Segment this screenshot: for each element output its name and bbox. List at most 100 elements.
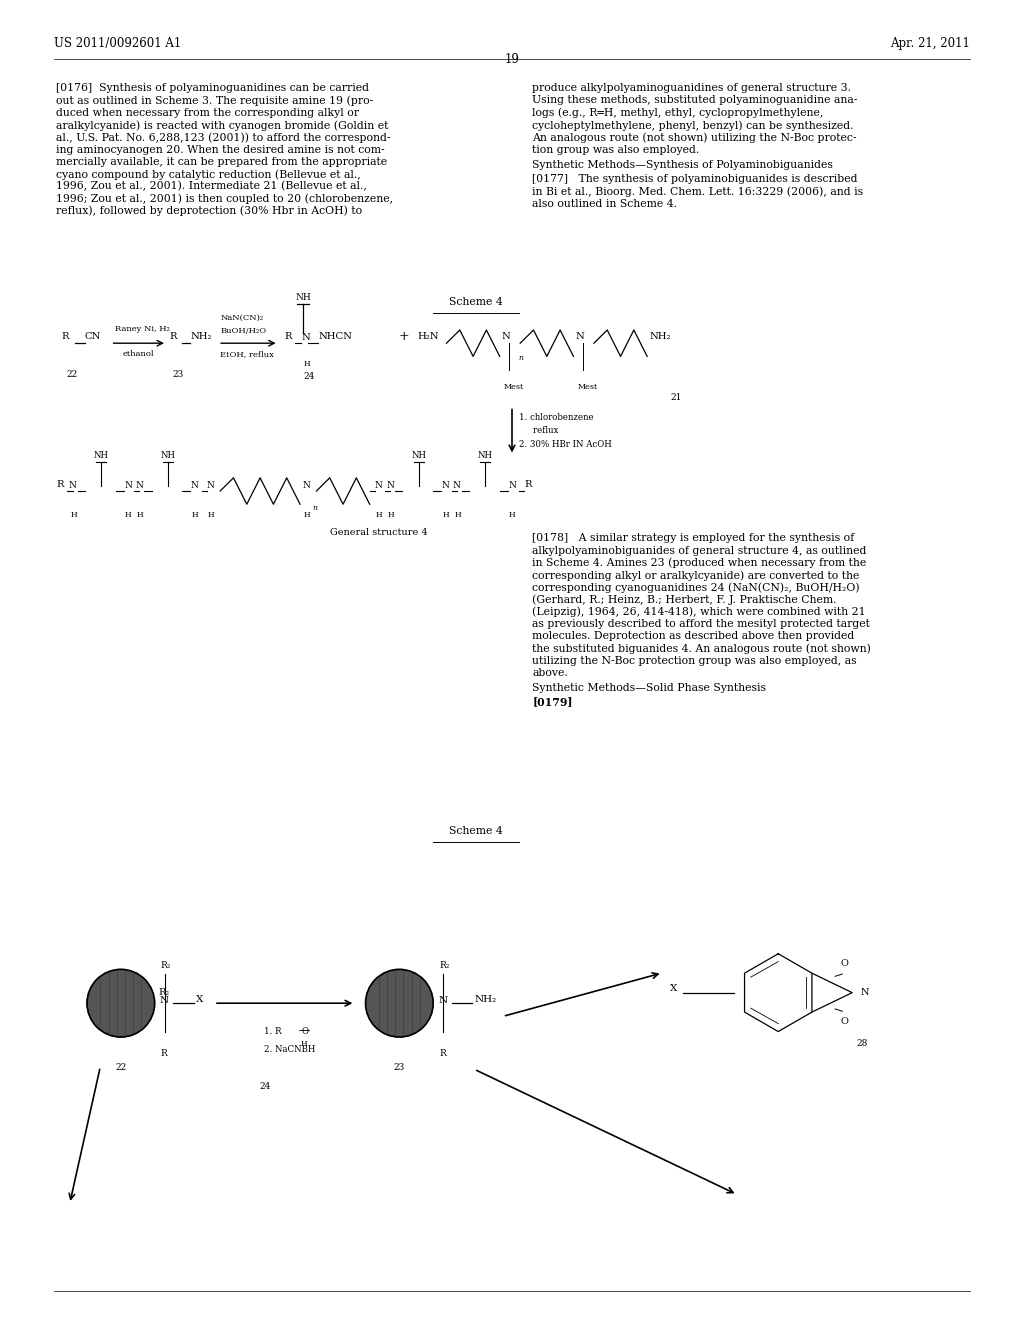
Ellipse shape [87,969,155,1038]
Text: X: X [196,995,203,1003]
Text: reflux), followed by deprotection (30% Hbr in AcOH) to: reflux), followed by deprotection (30% H… [56,206,362,216]
Text: alkylpolyaminobiguanides of general structure 4, as outlined: alkylpolyaminobiguanides of general stru… [532,545,867,556]
Text: H₂N: H₂N [418,333,439,341]
Text: 1. R: 1. R [264,1027,282,1036]
Text: O: O [841,958,848,968]
Text: 23: 23 [394,1063,404,1072]
Text: An analogous route (not shown) utilizing the N-Boc protec-: An analogous route (not shown) utilizing… [532,132,857,143]
Text: Using these methods, substituted polyaminoguanidine ana-: Using these methods, substituted polyami… [532,95,858,106]
Text: N: N [190,482,199,490]
Text: Scheme 4: Scheme 4 [450,826,503,837]
Text: H: H [303,511,309,519]
Text: also outlined in Scheme 4.: also outlined in Scheme 4. [532,198,678,209]
Text: (Leipzig), 1964, 26, 414-418), which were combined with 21: (Leipzig), 1964, 26, 414-418), which wer… [532,607,866,618]
Text: Synthetic Methods—Solid Phase Synthesis: Synthetic Methods—Solid Phase Synthesis [532,682,767,693]
Text: Mest: Mest [504,383,524,391]
Text: 1996, Zou et al., 2001). Intermediate 21 (Bellevue et al.,: 1996, Zou et al., 2001). Intermediate 21… [56,181,368,191]
Text: R: R [56,480,63,488]
Text: n: n [518,354,523,362]
Text: 1996; Zou et al., 2001) is then coupled to 20 (chlorobenzene,: 1996; Zou et al., 2001) is then coupled … [56,194,393,205]
Text: (Gerhard, R.; Heinz, B.; Herbert, F. J. Praktische Chem.: (Gerhard, R.; Heinz, B.; Herbert, F. J. … [532,594,837,606]
Text: N: N [453,482,461,490]
Text: R: R [161,1049,168,1059]
Text: 24: 24 [303,372,314,381]
Text: H: H [388,511,394,519]
Text: X: X [670,985,677,993]
Text: 22: 22 [67,370,78,379]
Ellipse shape [366,969,433,1038]
Text: NH: NH [295,293,311,302]
Text: H: H [71,511,77,519]
Text: H: H [125,511,131,519]
Text: 21: 21 [670,393,682,403]
Text: N: N [302,482,310,490]
Text: 23: 23 [172,370,183,379]
Text: N: N [301,334,310,342]
Text: duced when necessary from the corresponding alkyl or: duced when necessary from the correspond… [56,108,359,117]
Text: H: H [137,511,143,519]
Text: 22: 22 [116,1063,126,1072]
Text: utilizing the N-Boc protection group was also employed, as: utilizing the N-Boc protection group was… [532,656,857,667]
Text: BuOH/H₂O: BuOH/H₂O [220,327,266,335]
Text: N: N [502,333,511,341]
Text: R: R [439,1049,446,1059]
Text: ing aminocyanogen 20. When the desired amine is not com-: ing aminocyanogen 20. When the desired a… [56,144,385,154]
Text: NaN(CN)₂: NaN(CN)₂ [220,314,263,322]
Text: General structure 4: General structure 4 [330,528,428,537]
Text: ethanol: ethanol [123,350,155,358]
Text: N: N [438,997,447,1005]
Text: H: H [208,511,214,519]
Text: produce alkylpolyaminoguanidines of general structure 3.: produce alkylpolyaminoguanidines of gene… [532,83,852,94]
Text: N: N [124,482,132,490]
Text: N: N [508,482,516,490]
Text: in Scheme 4. Amines 23 (produced when necessary from the: in Scheme 4. Amines 23 (produced when ne… [532,558,866,569]
Text: R: R [524,480,531,488]
Text: N: N [386,482,394,490]
Text: N: N [207,482,215,490]
Text: NH₂: NH₂ [474,995,497,1003]
Text: N: N [375,482,383,490]
Text: cyano compound by catalytic reduction (Bellevue et al.,: cyano compound by catalytic reduction (B… [56,169,361,180]
Text: R₂: R₂ [161,961,171,970]
Text: +: + [398,330,409,343]
Text: 19: 19 [505,53,519,66]
Text: logs (e.g., R═H, methyl, ethyl, cyclopropylmethylene,: logs (e.g., R═H, methyl, ethyl, cyclopro… [532,108,824,119]
Text: Mest: Mest [578,383,598,391]
Text: 2. NaCNBH: 2. NaCNBH [264,1045,315,1055]
Text: N: N [575,333,585,341]
Text: 2. 30% HBr IN AcOH: 2. 30% HBr IN AcOH [519,440,612,449]
Text: as previously described to afford the mesityl protected target: as previously described to afford the me… [532,619,870,630]
Text: tion group was also employed.: tion group was also employed. [532,144,699,154]
Text: H: H [509,511,515,519]
Text: 1. chlorobenzene: 1. chlorobenzene [519,413,594,422]
Text: [0176]  Synthesis of polyaminoguanidines can be carried: [0176] Synthesis of polyaminoguanidines … [56,83,370,94]
Text: Apr. 21, 2011: Apr. 21, 2011 [890,37,970,50]
Text: R: R [169,333,176,341]
Text: n: n [312,504,317,512]
Text: H: H [301,1040,307,1048]
Text: NH: NH [94,451,109,461]
Text: N: N [135,482,143,490]
Text: H: H [303,360,309,368]
Text: NH: NH [412,451,426,461]
Text: N: N [441,482,450,490]
Text: corresponding alkyl or aralkylcyanide) are converted to the: corresponding alkyl or aralkylcyanide) a… [532,570,860,581]
Text: N: N [69,482,77,490]
Text: H: H [442,511,449,519]
Text: in Bi et al., Bioorg. Med. Chem. Lett. 16:3229 (2006), and is: in Bi et al., Bioorg. Med. Chem. Lett. 1… [532,186,863,197]
Text: above.: above. [532,668,568,678]
Text: NH₂: NH₂ [649,333,671,341]
Text: O: O [841,1018,848,1027]
Text: R₂: R₂ [159,989,170,997]
Text: 28: 28 [856,1039,867,1048]
Text: US 2011/0092601 A1: US 2011/0092601 A1 [54,37,181,50]
Text: molecules. Deprotection as described above then provided: molecules. Deprotection as described abo… [532,631,855,642]
Text: EtOH, reflux: EtOH, reflux [220,350,274,358]
Text: the substituted biguanides 4. An analogous route (not shown): the substituted biguanides 4. An analogo… [532,644,871,655]
Text: reflux: reflux [522,426,559,436]
Text: O: O [301,1027,308,1036]
Text: [0178]   A similar strategy is employed for the synthesis of: [0178] A similar strategy is employed fo… [532,533,855,544]
Text: cycloheptylmethylene, phenyl, benzyl) can be synthesized.: cycloheptylmethylene, phenyl, benzyl) ca… [532,120,854,131]
Text: corresponding cyanoguanidines 24 (NaN(CN)₂, BuOH/H₂O): corresponding cyanoguanidines 24 (NaN(CN… [532,582,860,593]
Text: R: R [285,333,292,341]
